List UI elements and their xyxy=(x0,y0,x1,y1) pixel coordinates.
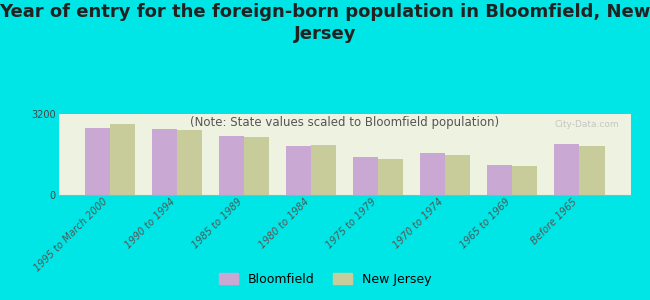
Bar xyxy=(311,145,337,195)
Bar xyxy=(151,129,177,195)
Bar xyxy=(218,136,244,195)
Text: (Note: State values scaled to Bloomfield population): (Note: State values scaled to Bloomfield… xyxy=(190,116,499,129)
Bar xyxy=(378,159,404,195)
Bar xyxy=(512,166,538,195)
Bar xyxy=(110,124,135,195)
Legend: Bloomfield, New Jersey: Bloomfield, New Jersey xyxy=(214,268,436,291)
Bar xyxy=(554,144,579,195)
Bar xyxy=(579,146,604,195)
Bar xyxy=(487,165,512,195)
Text: City-Data.com: City-Data.com xyxy=(554,121,619,130)
Bar xyxy=(244,137,270,195)
Bar xyxy=(177,130,202,195)
Bar xyxy=(352,157,378,195)
Bar xyxy=(419,153,445,195)
Bar xyxy=(285,146,311,195)
Bar xyxy=(445,155,471,195)
Text: Year of entry for the foreign-born population in Bloomfield, New
Jersey: Year of entry for the foreign-born popul… xyxy=(0,3,650,43)
Bar xyxy=(84,128,110,195)
